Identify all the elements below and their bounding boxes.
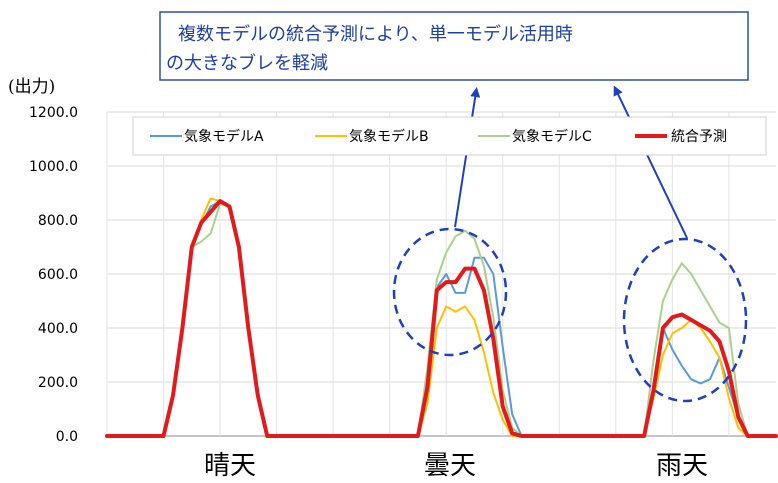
series-line-3: [106, 202, 777, 437]
highlight-ellipses: [392, 227, 748, 403]
legend-label-ensemble: 統合予測: [671, 129, 727, 145]
highlight-ellipse-cloudy: [392, 227, 508, 357]
callout-box: [159, 11, 749, 81]
legend: 気象モデルA 気象モデルB 気象モデルC 統合予測: [132, 116, 767, 156]
y-tick-label: 0.0: [56, 429, 78, 445]
callout-line-2: の大きなブレを軽減: [166, 52, 328, 74]
y-tick-label: 1000.0: [29, 159, 78, 175]
axes: 1200.0 1000.0 800.0 600.0 400.0 200.0 0.0: [29, 105, 78, 445]
series-line-4: [105, 199, 778, 438]
y-tick-label: 800.0: [38, 213, 78, 229]
legend-label-c: 気象モデルC: [512, 128, 592, 145]
legend-label-a: 気象モデルA: [184, 128, 264, 145]
category-label-rainy: 雨天: [656, 451, 708, 481]
callout: 複数モデルの統合予測により、単一モデル活用時 の大きなブレを軽減: [159, 11, 749, 81]
y-tick-label: 200.0: [38, 375, 78, 391]
callout-arrows: [454, 85, 688, 239]
series-lines: [105, 197, 778, 438]
category-label-cloudy: 曇天: [424, 451, 476, 481]
category-label-sunny: 晴天: [204, 451, 256, 481]
callout-line-1: 複数モデルの統合予測により、単一モデル活用時: [178, 24, 573, 45]
y-tick-label: 1200.0: [29, 105, 78, 121]
y-axis-unit-label: (出力): [8, 77, 55, 97]
callout-arrow-cloudy: [454, 87, 481, 228]
y-tick-label: 600.0: [38, 267, 78, 283]
highlight-ellipse-rainy: [622, 237, 748, 403]
legend-label-b: 気象モデルB: [349, 128, 429, 145]
y-tick-label: 400.0: [38, 321, 78, 337]
category-labels: 晴天 曇天 雨天: [204, 451, 708, 481]
callout-arrow-rainy: [613, 85, 688, 239]
